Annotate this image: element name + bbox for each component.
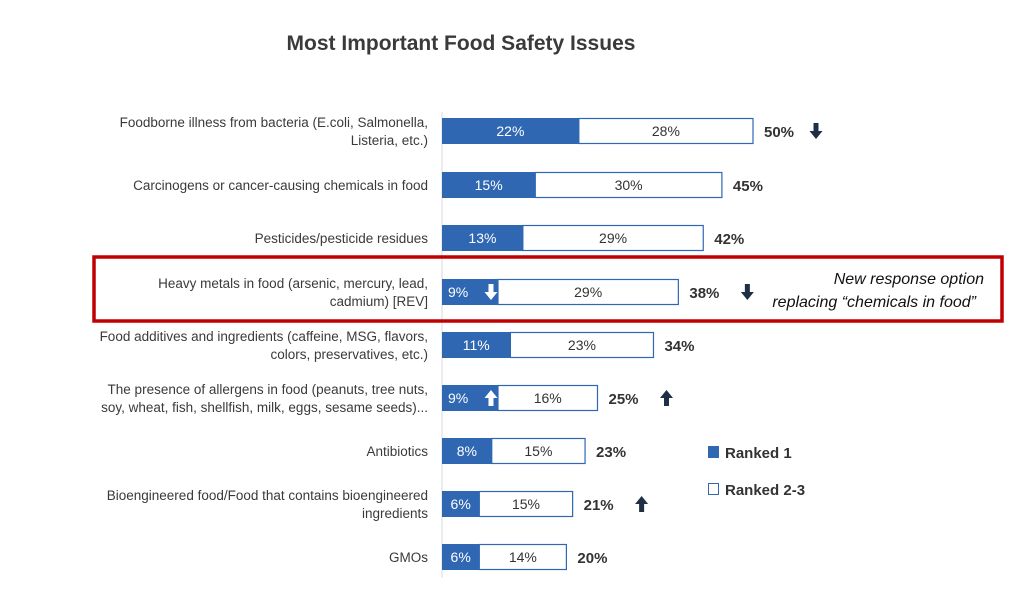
bar-ranked-1 [442,438,492,464]
category-label: Antibiotics [366,444,428,459]
bar-ranked-1 [442,544,480,570]
data-label-ranked-2-3: 28% [652,123,680,139]
highlight-box [92,255,1004,323]
legend-swatch-ranked-2-3 [708,483,719,495]
bar-ranked-2-3 [578,117,754,145]
bar-ranked-2-3 [478,543,568,571]
category-label: Bioengineered food/Food that contains bi… [107,488,428,503]
category-label: Food additives and ingredients (caffeine… [100,329,428,344]
category-label: cadmium) [REV] [330,294,428,309]
category-label: GMOs [389,550,428,565]
data-label-ranked-1: 9% [448,390,468,406]
data-label-total: 50% [764,124,794,141]
category-label: The presence of allergens in food (peanu… [108,382,428,397]
data-label-ranked-1: 9% [448,284,468,300]
data-label-ranked-1: 22% [496,123,524,139]
category-label: Pesticides/pesticide residues [255,231,429,246]
data-label-ranked-2-3: 15% [512,496,540,512]
trend-up-arrow-icon [635,496,649,512]
data-label-ranked-2-3: 30% [615,177,643,193]
data-label-ranked-2-3: 15% [524,443,552,459]
bar-ranked-1 [442,118,579,144]
category-label: soy, wheat, fish, shellfish, milk, eggs,… [101,400,428,415]
bar-ranked-2-3 [534,171,723,199]
trend-up-arrow-icon [484,390,498,406]
data-label-total: 25% [609,391,639,408]
annotation-line-1: New response option [834,271,984,288]
data-label-ranked-1: 15% [475,177,503,193]
data-label-total: 45% [733,178,763,195]
data-label-total: 34% [664,338,694,355]
legend-label-ranked-2-3: Ranked 2-3 [725,482,805,499]
trend-down-arrow-icon [740,284,754,300]
category-label: colors, preservatives, etc.) [270,347,428,362]
bar-ranked-1 [442,332,511,358]
legend-swatch-ranked-1 [708,446,719,458]
data-label-ranked-1: 13% [468,230,496,246]
data-label-ranked-2-3: 29% [599,230,627,246]
bar-ranked-2-3 [497,278,679,306]
bar-ranked-2-3 [522,224,704,252]
data-label-total: 42% [714,231,744,248]
category-label: ingredients [362,506,428,521]
data-label-ranked-1: 8% [457,443,477,459]
data-label-ranked-2-3: 29% [574,284,602,300]
bar-ranked-1 [442,225,523,251]
data-label-total: 20% [577,550,607,567]
category-label: Listeria, etc.) [351,133,428,148]
trend-down-arrow-icon [484,284,498,300]
data-label-total: 38% [689,285,719,302]
trend-down-arrow-icon [809,123,823,139]
bar-ranked-2-3 [497,384,599,412]
bar-ranked-1 [442,172,536,198]
category-label: Carcinogens or cancer-causing chemicals … [133,178,428,193]
data-label-ranked-1: 6% [451,549,471,565]
bar-ranked-2-3 [509,331,655,359]
data-label-ranked-2-3: 23% [568,337,596,353]
data-label-ranked-2-3: 14% [509,549,537,565]
data-label-total: 21% [584,497,614,514]
category-label: Foodborne illness from bacteria (E.coli,… [120,115,428,130]
legend-label-ranked-1: Ranked 1 [725,445,792,462]
data-label-total: 23% [596,444,626,461]
trend-up-arrow-icon [660,390,673,406]
category-label: Heavy metals in food (arsenic, mercury, … [158,276,428,291]
annotation-line-2: replacing “chemicals in food” [772,294,976,311]
data-label-ranked-2-3: 16% [534,390,562,406]
bar-ranked-1 [442,491,480,517]
data-label-ranked-1: 6% [451,496,471,512]
bar-ranked-2-3 [491,437,586,465]
data-label-ranked-1: 11% [463,337,490,353]
bar-ranked-2-3 [478,490,574,518]
chart-title: Most Important Food Safety Issues [286,32,636,55]
